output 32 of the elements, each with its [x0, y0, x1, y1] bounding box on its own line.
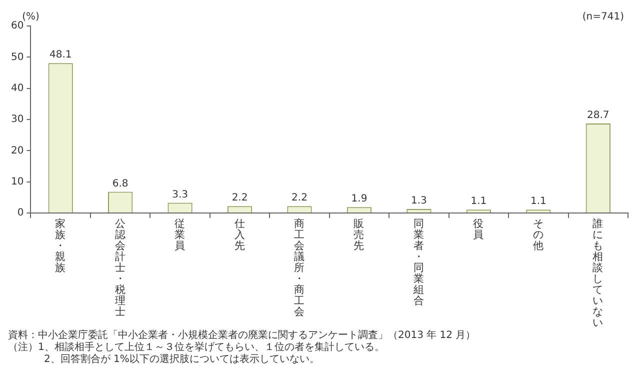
- y-tick-label: 20: [10, 145, 24, 156]
- text: （注）1、相談相手として上位１～３位を挙げてもらい、１位の者を集計している。: [8, 342, 386, 354]
- x-tick-label: 販売先: [353, 218, 366, 252]
- y-tick-label: 40: [10, 82, 24, 94]
- category-label: 商工会議所・商工会: [294, 218, 305, 318]
- x-tick-label: その他: [532, 218, 544, 252]
- y-tick-label: 30: [10, 114, 24, 126]
- y-axis-title: (%): [22, 12, 40, 23]
- data-label: 1.1: [470, 196, 487, 208]
- data-label: 1.3: [411, 196, 427, 207]
- data-label: 3.3: [172, 189, 188, 200]
- text: 2、回答割合が 1%以下の選択肢については表示していない。: [43, 354, 320, 366]
- text: 資料：中小企業庁委託「中小企業者・小規模企業者の廃業に関するアンケート調査」（2013 年 12 月）: [8, 330, 477, 342]
- data-label: 28.7: [587, 110, 610, 122]
- y-tick-label: 10: [10, 176, 24, 188]
- data-label: 2.2: [232, 192, 248, 204]
- x-tick-label: 役員: [472, 218, 485, 241]
- data-label: 6.8: [112, 178, 128, 190]
- text: (n=741): [582, 12, 624, 23]
- x-tick-label: 従業員: [174, 218, 186, 252]
- x-tick-label: 家族・親族: [54, 218, 67, 274]
- data-label: 1.1: [530, 196, 546, 208]
- x-tick-label: 仕入先: [234, 218, 246, 252]
- category-label: 公認会計士・税理士: [114, 218, 126, 318]
- y-tick-label: 0: [17, 208, 24, 219]
- y-tick-label: 50: [10, 52, 24, 63]
- data-label: 48.1: [49, 50, 72, 61]
- category-label: 誰にも相談していない: [592, 218, 604, 329]
- x-tick-label: 同業者・同業組合: [412, 218, 425, 307]
- y-tick-label: 60: [10, 20, 24, 32]
- data-label: 2.2: [292, 192, 308, 204]
- data-label: 1.9: [351, 194, 368, 205]
